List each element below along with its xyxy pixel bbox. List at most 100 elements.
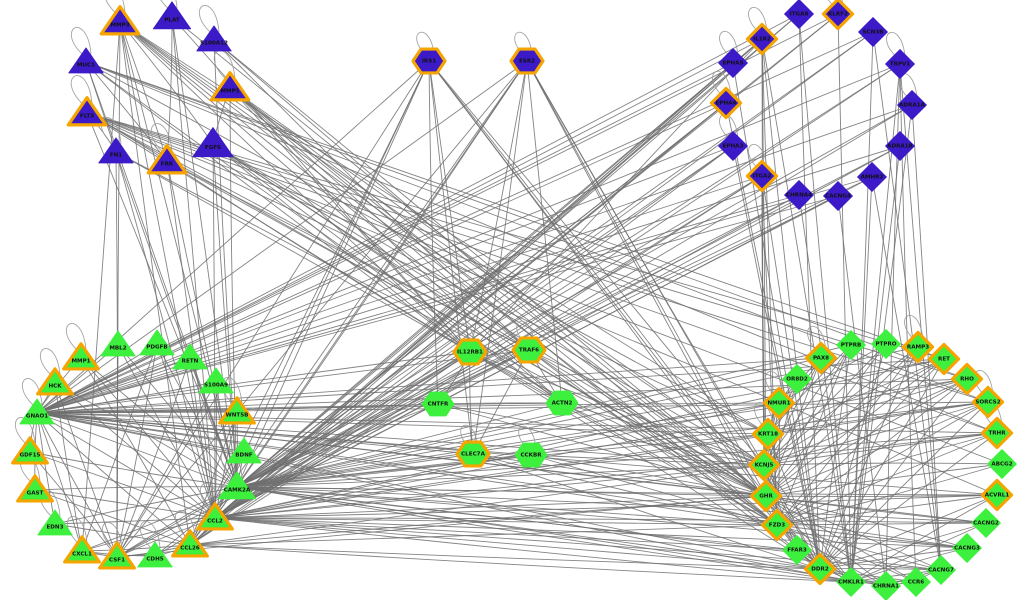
- edge: [236, 145, 734, 488]
- graph-node[interactable]: [137, 541, 173, 568]
- graph-node[interactable]: [146, 144, 188, 175]
- edge: [428, 60, 471, 353]
- graph-node[interactable]: [762, 386, 796, 420]
- graph-node[interactable]: [971, 508, 1001, 538]
- graph-node[interactable]: [198, 367, 234, 394]
- graph-node[interactable]: [804, 341, 838, 375]
- graph-node[interactable]: [950, 362, 984, 396]
- self-loop-edge: [719, 30, 739, 57]
- graph-node[interactable]: [455, 440, 491, 468]
- graph-node[interactable]: [152, 1, 192, 30]
- graph-node[interactable]: [11, 436, 49, 465]
- graph-node[interactable]: [782, 364, 812, 394]
- edge: [117, 344, 238, 488]
- graph-node[interactable]: [901, 330, 935, 364]
- graph-node[interactable]: [63, 535, 101, 564]
- graph-node[interactable]: [172, 343, 208, 370]
- graph-node[interactable]: [68, 47, 104, 74]
- graph-node[interactable]: [836, 567, 866, 597]
- graph-node[interactable]: [139, 329, 175, 356]
- edge: [36, 381, 217, 414]
- graph-node[interactable]: [901, 567, 931, 597]
- graph-node[interactable]: [718, 131, 748, 161]
- graph-node[interactable]: [411, 47, 447, 75]
- graph-node[interactable]: [192, 127, 234, 158]
- edge: [36, 13, 800, 414]
- graph-node[interactable]: [823, 181, 853, 211]
- edge: [34, 489, 191, 546]
- graph-node[interactable]: [782, 535, 812, 565]
- graph-node[interactable]: [514, 442, 548, 468]
- graph-node[interactable]: [511, 336, 547, 364]
- graph-node[interactable]: [885, 49, 915, 79]
- edge: [36, 194, 800, 414]
- graph-node[interactable]: [36, 367, 74, 396]
- edge: [765, 358, 945, 497]
- edge: [819, 494, 998, 570]
- graph-node[interactable]: [452, 338, 488, 366]
- graph-node[interactable]: [751, 417, 785, 451]
- graph-node[interactable]: [421, 391, 455, 417]
- graph-node[interactable]: [745, 159, 779, 193]
- edge: [469, 351, 765, 466]
- graph-node[interactable]: [971, 385, 1005, 419]
- graph-node[interactable]: [745, 22, 779, 56]
- graph-node[interactable]: [784, 180, 814, 210]
- graph-node[interactable]: [62, 342, 100, 371]
- graph-node[interactable]: [836, 330, 866, 360]
- edge: [36, 402, 780, 414]
- node-layer[interactable]: [11, 0, 1017, 600]
- graph-node[interactable]: [226, 437, 262, 464]
- graph-node[interactable]: [66, 96, 108, 127]
- graph-node[interactable]: [37, 509, 73, 536]
- edge: [81, 21, 121, 552]
- graph-node[interactable]: [99, 5, 141, 36]
- graph-node[interactable]: [897, 90, 927, 120]
- graph-node[interactable]: [718, 48, 748, 78]
- graph-node[interactable]: [927, 342, 961, 376]
- edge: [119, 21, 471, 353]
- graph-node[interactable]: [760, 508, 794, 542]
- graph-node[interactable]: [858, 17, 888, 47]
- graph-node[interactable]: [980, 478, 1014, 512]
- edge: [763, 432, 998, 466]
- graph-node[interactable]: [871, 329, 901, 359]
- graph-node[interactable]: [217, 471, 257, 500]
- graph-node[interactable]: [952, 533, 982, 563]
- graph-node[interactable]: [545, 390, 579, 416]
- edge: [214, 495, 767, 519]
- graph-node[interactable]: [218, 396, 256, 425]
- graph-node[interactable]: [709, 86, 743, 120]
- graph-node[interactable]: [747, 448, 781, 482]
- graph-node[interactable]: [19, 398, 55, 425]
- graph-node[interactable]: [926, 555, 956, 585]
- graph-node[interactable]: [196, 502, 234, 531]
- edge: [214, 517, 968, 549]
- graph-node[interactable]: [803, 552, 837, 586]
- graph-node[interactable]: [98, 541, 136, 570]
- edge: [236, 403, 439, 488]
- graph-node[interactable]: [980, 416, 1014, 450]
- graph-node[interactable]: [784, 0, 814, 29]
- graph-node[interactable]: [16, 474, 54, 503]
- graph-node[interactable]: [100, 330, 136, 357]
- graph-node[interactable]: [857, 162, 887, 192]
- graph-node[interactable]: [987, 449, 1017, 479]
- edge: [428, 60, 439, 405]
- edge: [36, 412, 216, 519]
- graph-node[interactable]: [171, 529, 209, 558]
- graph-node[interactable]: [871, 571, 901, 600]
- graph-node[interactable]: [209, 71, 251, 102]
- edge: [765, 495, 942, 571]
- graph-node[interactable]: [509, 47, 545, 75]
- graph-node[interactable]: [196, 25, 232, 52]
- graph-node[interactable]: [749, 479, 783, 513]
- graph-node[interactable]: [885, 131, 915, 161]
- edge: [472, 453, 778, 526]
- graph-node[interactable]: [98, 137, 134, 164]
- self-loop-edge: [198, 5, 220, 34]
- edge: [819, 401, 989, 570]
- graph-node[interactable]: [821, 0, 855, 31]
